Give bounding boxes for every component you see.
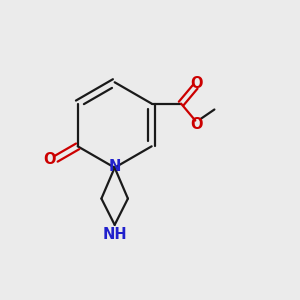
Text: O: O [190,76,203,91]
Text: O: O [43,152,56,167]
Text: NH: NH [102,227,127,242]
Text: N: N [109,159,121,174]
Text: O: O [190,117,203,132]
